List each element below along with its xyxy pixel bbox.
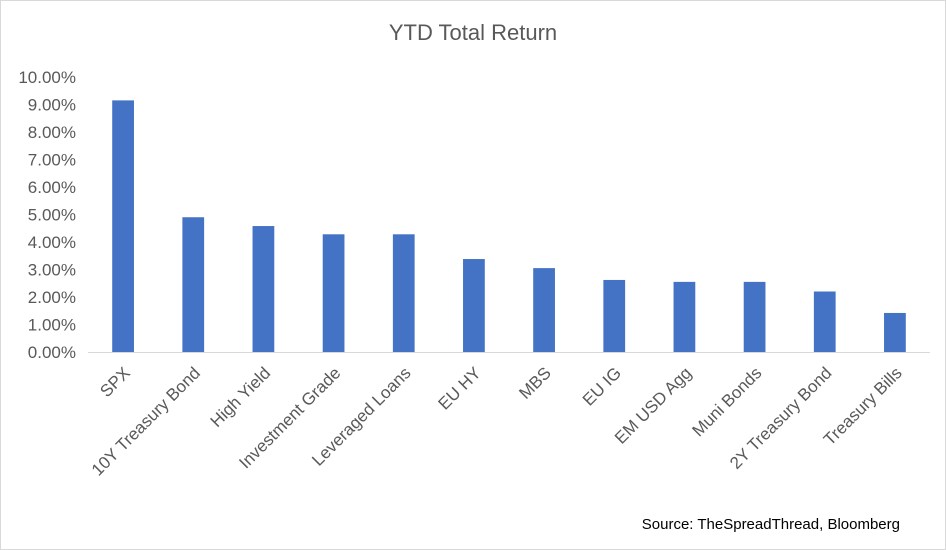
bar [533,268,555,352]
chart-title: YTD Total Return [388,20,558,45]
x-tick-label: High Yield [207,363,275,431]
x-tick-label: SPX [96,363,133,400]
bar [743,281,766,352]
y-tick-label: 0.00% [28,343,76,362]
bar [112,100,134,352]
x-tick-label: MBS [515,363,554,402]
bar [603,279,626,352]
y-tick-label: 8.00% [28,123,76,142]
bar [813,291,836,352]
bar [252,226,275,352]
x-tick-label: EU HY [435,363,485,413]
bar [182,217,205,352]
y-tick-label: 6.00% [28,178,76,197]
y-tick-label: 3.00% [28,261,76,280]
y-tick-label: 2.00% [28,288,76,307]
bar [673,281,696,352]
y-tick-label: 4.00% [28,233,76,252]
x-tick-label: EU IG [579,363,625,409]
bar [322,234,345,352]
bars [112,100,906,352]
source-note: Source: TheSpreadThread, Bloomberg [641,516,900,533]
bar [884,312,906,352]
y-axis: 0.00% 1.00% 2.00% 3.00% 4.00% 5.00% 6.00% 7.00%… [18,68,76,362]
bar [392,234,415,352]
y-tick-label: 9.00% [28,96,76,115]
y-tick-label: 10.00% [18,68,76,87]
y-tick-label: 1.00% [28,316,76,335]
y-tick-label: 5.00% [28,206,76,225]
x-tick-label: Muni Bonds [688,363,765,440]
y-tick-label: 7.00% [28,151,76,170]
bar [463,259,485,352]
